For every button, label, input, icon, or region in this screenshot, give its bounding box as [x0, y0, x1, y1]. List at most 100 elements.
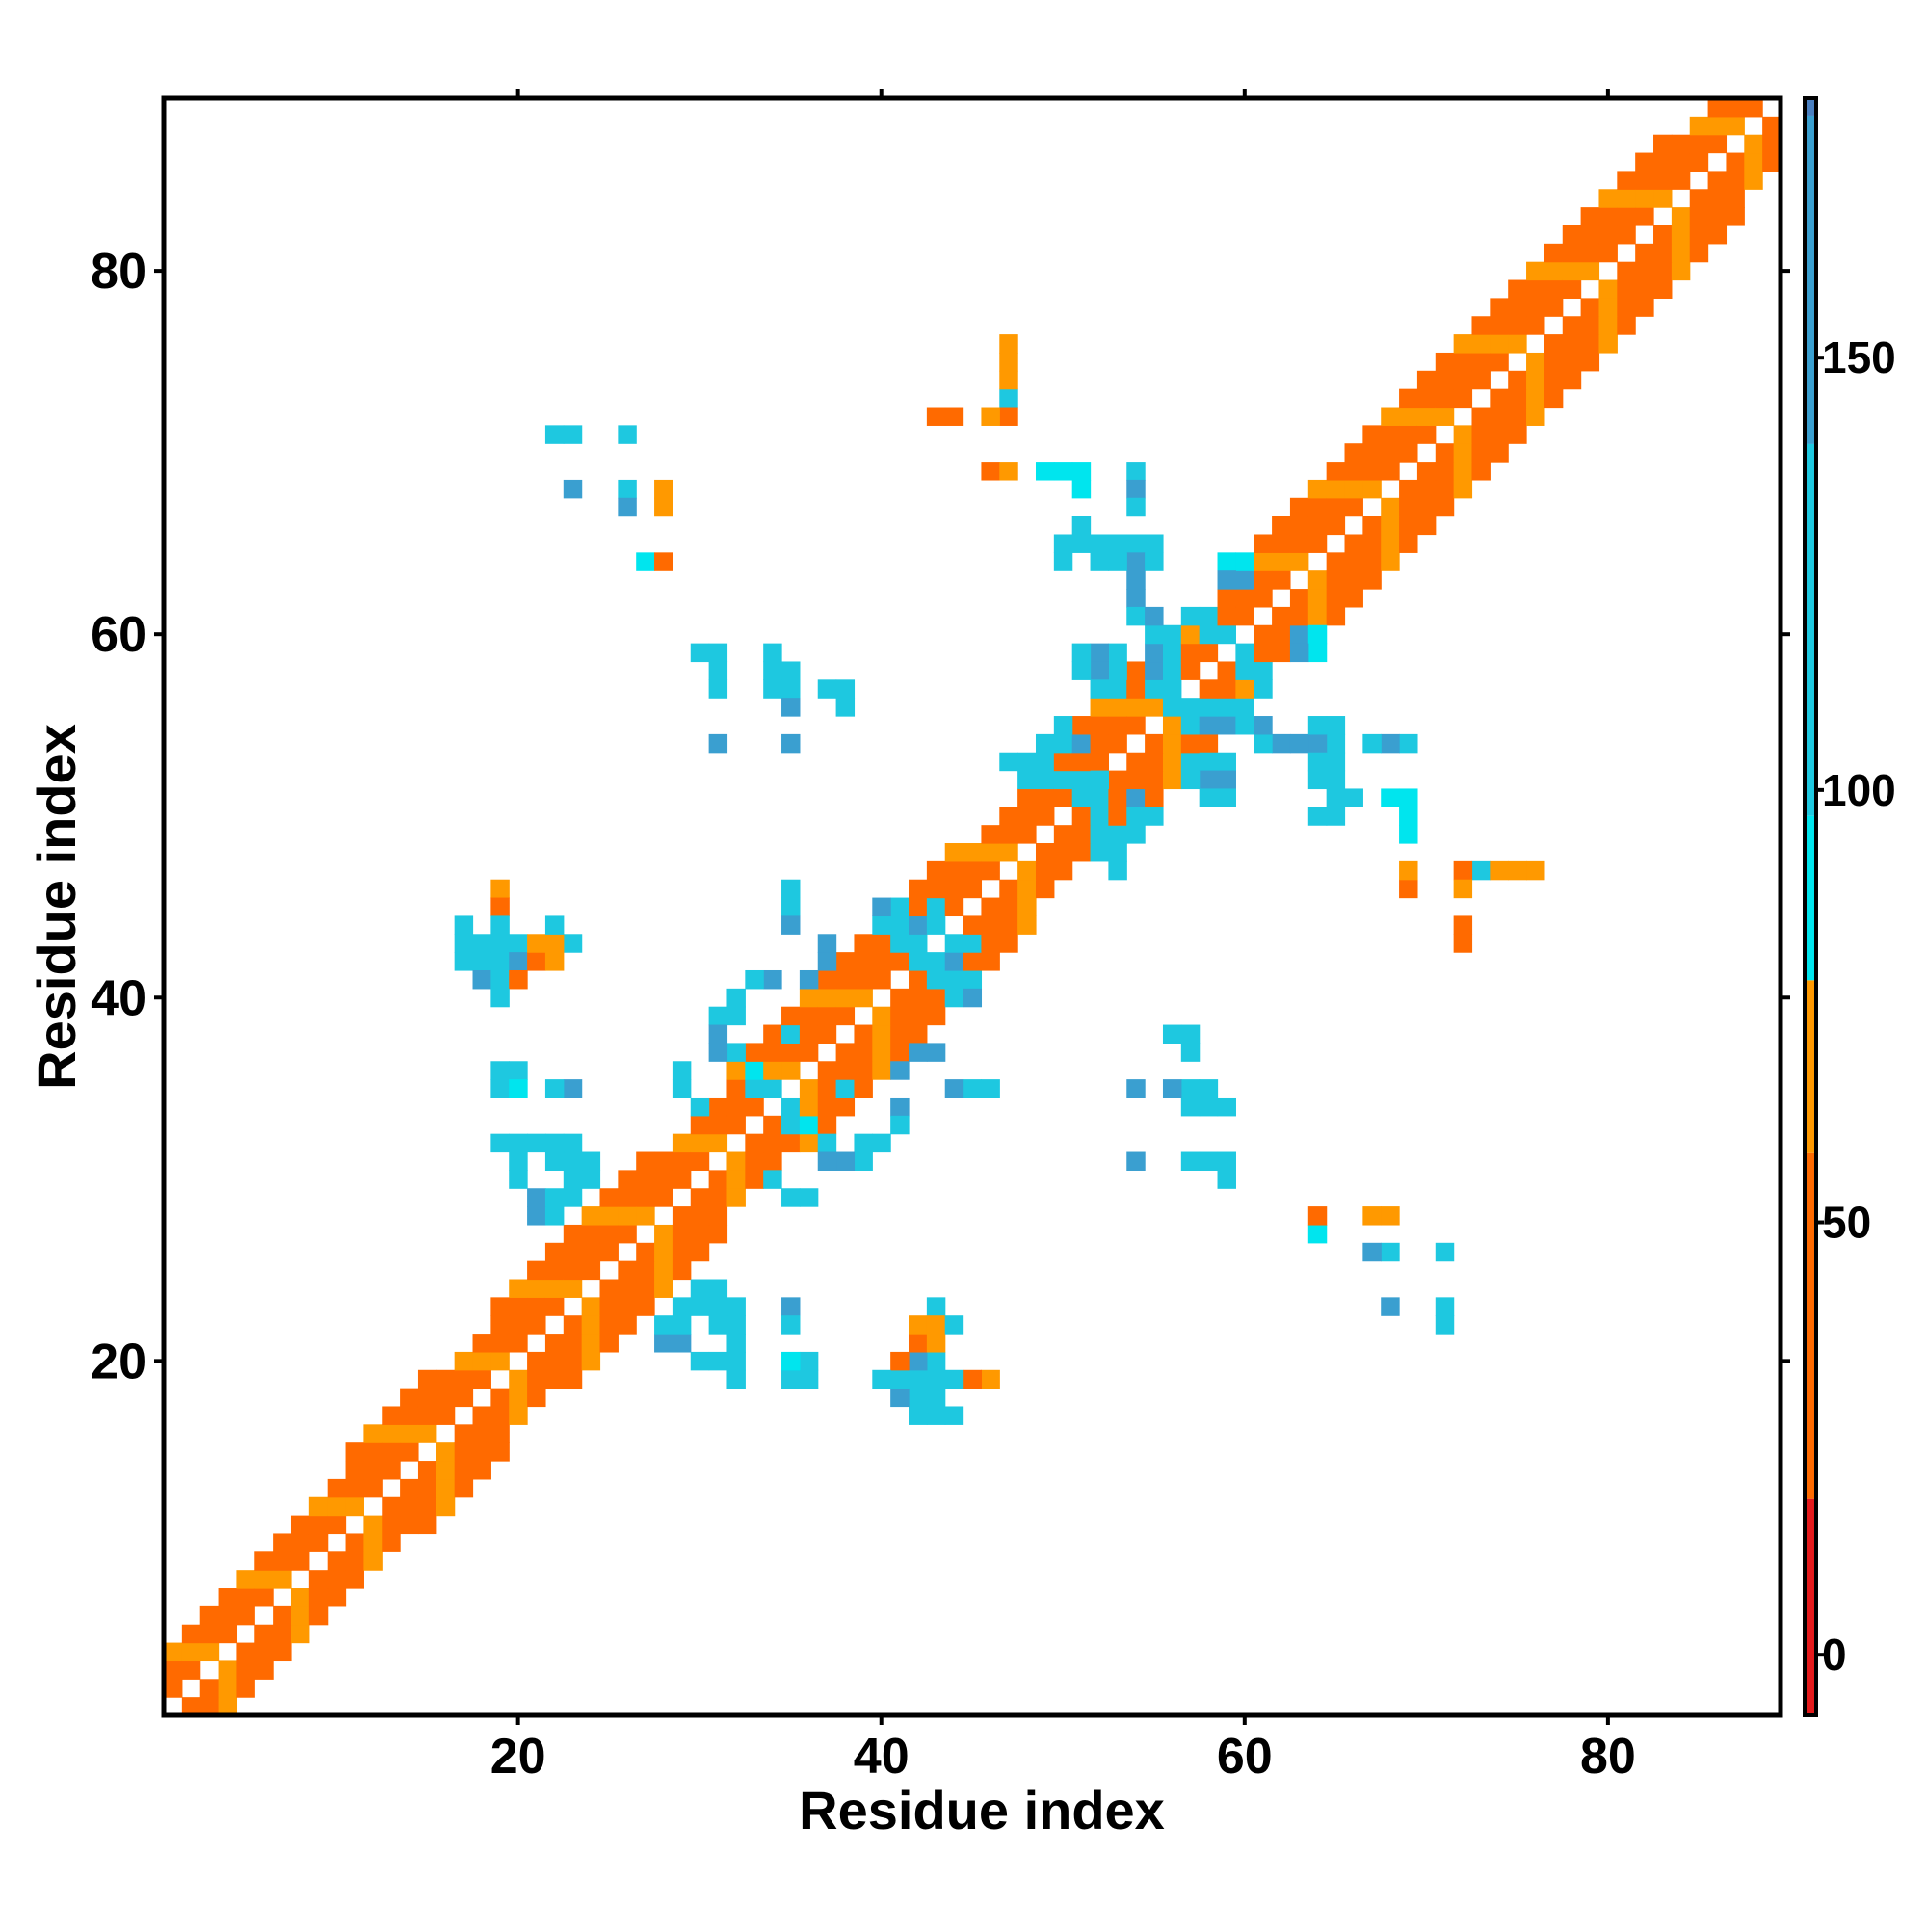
- heatmap-cell: [1381, 1206, 1400, 1226]
- heatmap-cell: [1508, 298, 1527, 317]
- heatmap-cell: [1580, 225, 1600, 245]
- y-tick-label: 60: [91, 607, 146, 663]
- heatmap-cell: [1254, 589, 1273, 608]
- heatmap-cell: [563, 1260, 583, 1281]
- heatmap-cell: [509, 934, 528, 953]
- heatmap-cell: [999, 334, 1018, 354]
- heatmap-cell: [1726, 116, 1745, 136]
- heatmap-cell: [1035, 788, 1055, 807]
- heatmap-cell: [981, 934, 1000, 953]
- heatmap-cell: [1689, 134, 1709, 154]
- heatmap-cell: [926, 1388, 946, 1408]
- heatmap-cell: [1307, 516, 1328, 536]
- heatmap-cell: [509, 1388, 528, 1408]
- heatmap-cell: [1490, 298, 1509, 317]
- heatmap-cell: [1544, 352, 1564, 372]
- heatmap-cell: [1362, 552, 1382, 571]
- heatmap-cell: [1362, 479, 1382, 499]
- heatmap-cell: [854, 988, 873, 1008]
- heatmap-cell: [926, 1406, 946, 1425]
- heatmap-cell: [872, 1061, 891, 1080]
- heatmap-cell: [1617, 171, 1636, 190]
- heatmap-cell: [1453, 352, 1473, 372]
- heatmap-cell: [1689, 116, 1709, 136]
- heatmap-cell: [382, 1461, 401, 1480]
- heatmap-cell: [1272, 552, 1291, 571]
- heatmap-cell: [199, 1642, 220, 1662]
- heatmap-cell: [1490, 388, 1509, 409]
- heatmap-cell: [1490, 334, 1509, 354]
- heatmap-cell: [1744, 98, 1763, 118]
- heatmap-cell: [726, 1351, 746, 1371]
- heatmap-cell: [1471, 316, 1491, 335]
- heatmap-cell: [1090, 825, 1109, 844]
- heatmap-cell: [544, 1188, 565, 1207]
- heatmap-cell: [909, 1006, 928, 1026]
- heatmap-cell: [1217, 788, 1236, 807]
- heatmap-cell: [599, 1206, 619, 1226]
- heatmap-cell: [563, 934, 583, 953]
- heatmap-cell: [781, 1115, 801, 1135]
- heatmap-cell: [1272, 606, 1291, 626]
- heatmap-cell: [254, 1588, 274, 1607]
- heatmap-cell: [618, 1315, 637, 1335]
- heatmap-cell: [817, 934, 837, 953]
- heatmap-cell: [781, 1369, 801, 1389]
- heatmap-cell: [763, 661, 782, 680]
- heatmap-cell: [454, 952, 474, 971]
- heatmap-cell: [1108, 843, 1127, 862]
- heatmap-cell: [981, 462, 1000, 481]
- heatmap-cell: [999, 879, 1018, 899]
- heatmap-cell: [1435, 462, 1455, 481]
- heatmap-cell: [1071, 516, 1092, 536]
- heatmap-cell: [1362, 534, 1382, 553]
- heatmap-cell: [1726, 98, 1745, 118]
- heatmap-cell: [1126, 752, 1146, 772]
- heatmap-cell: [509, 1334, 528, 1353]
- heatmap-cell: [1416, 425, 1437, 444]
- heatmap-cell: [1217, 698, 1236, 717]
- heatmap-cell: [926, 1369, 946, 1389]
- heatmap-cell: [454, 1369, 474, 1389]
- heatmap-cell: [1471, 370, 1491, 390]
- heatmap-cell: [1017, 860, 1037, 881]
- heatmap-cell: [835, 1151, 856, 1171]
- heatmap-cell: [1689, 189, 1709, 208]
- heatmap-cell: [1307, 770, 1328, 790]
- heatmap-cell: [745, 969, 764, 990]
- heatmap-cell: [1162, 752, 1182, 772]
- heatmap-cell: [509, 1133, 528, 1153]
- heatmap-cell: [618, 1206, 637, 1226]
- heatmap-cell: [308, 1570, 329, 1589]
- heatmap-cell: [981, 1079, 1000, 1098]
- heatmap-cell: [1272, 643, 1291, 663]
- heatmap-cell: [708, 643, 728, 663]
- heatmap-cell: [890, 1369, 910, 1389]
- heatmap-cell: [290, 1515, 310, 1535]
- heatmap-cell: [654, 1315, 673, 1335]
- heatmap-cell: [745, 1097, 764, 1117]
- heatmap-cell: [1617, 261, 1636, 281]
- heatmap-cell: [872, 1133, 891, 1153]
- heatmap-cell: [1108, 733, 1127, 754]
- heatmap-cell: [1653, 279, 1673, 299]
- heatmap-cell: [944, 879, 964, 899]
- heatmap-cell: [745, 1061, 764, 1080]
- heatmap-cell: [672, 1079, 692, 1098]
- heatmap-cell: [781, 1133, 801, 1153]
- heatmap-cell: [1090, 770, 1109, 790]
- y-tick-label: 20: [91, 1334, 146, 1389]
- heatmap-cell: [854, 1079, 873, 1098]
- heatmap-cell: [981, 897, 1000, 917]
- heatmap-cell: [581, 1260, 601, 1281]
- heatmap-cell: [1508, 316, 1527, 335]
- heatmap-cell: [1707, 207, 1728, 226]
- heatmap-cell: [563, 1188, 583, 1207]
- heatmap-cell: [544, 1334, 565, 1353]
- heatmap-cell: [963, 969, 983, 990]
- heatmap-cell: [726, 1170, 746, 1189]
- heatmap-cell: [1126, 589, 1146, 608]
- heatmap-cell: [799, 988, 819, 1008]
- heatmap-cell: [799, 1188, 819, 1207]
- heatmap-cell: [527, 1297, 546, 1316]
